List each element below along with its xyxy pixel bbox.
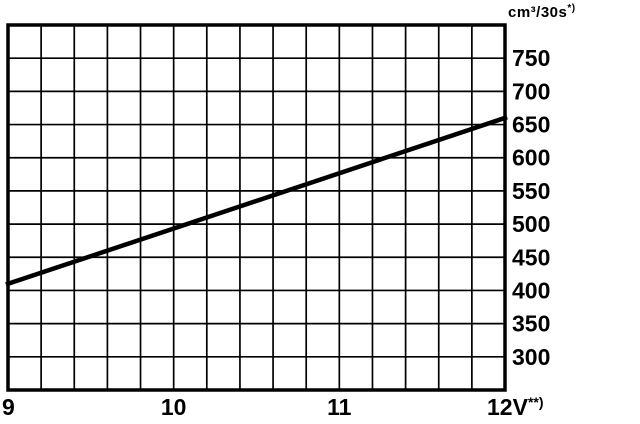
y-axis-unit-base: cm³/30s bbox=[508, 4, 568, 21]
y-axis-unit-sup: *) bbox=[567, 3, 576, 14]
x-tick-label: 9 bbox=[2, 394, 15, 420]
y-tick-label: 300 bbox=[512, 344, 550, 370]
y-tick-label: 500 bbox=[512, 211, 550, 237]
y-tick-label: 700 bbox=[512, 78, 550, 104]
y-tick-label: 450 bbox=[512, 244, 550, 270]
y-tick-label: 650 bbox=[512, 112, 550, 138]
x-tick-label: 10 bbox=[161, 394, 187, 420]
data-line-flow-vs-voltage bbox=[5, 115, 508, 287]
y-tick-label: 750 bbox=[512, 45, 550, 71]
x-tick-label: 12V**) bbox=[487, 394, 544, 420]
y-tick-label: 550 bbox=[512, 178, 550, 204]
y-tick-label: 600 bbox=[512, 145, 550, 171]
y-tick-label: 350 bbox=[512, 311, 550, 337]
y-tick-label: 400 bbox=[512, 277, 550, 303]
plot-border bbox=[6, 23, 507, 392]
x-tick-label: 11 bbox=[327, 394, 352, 420]
y-axis-unit-label: cm³/30s*) bbox=[508, 3, 576, 21]
